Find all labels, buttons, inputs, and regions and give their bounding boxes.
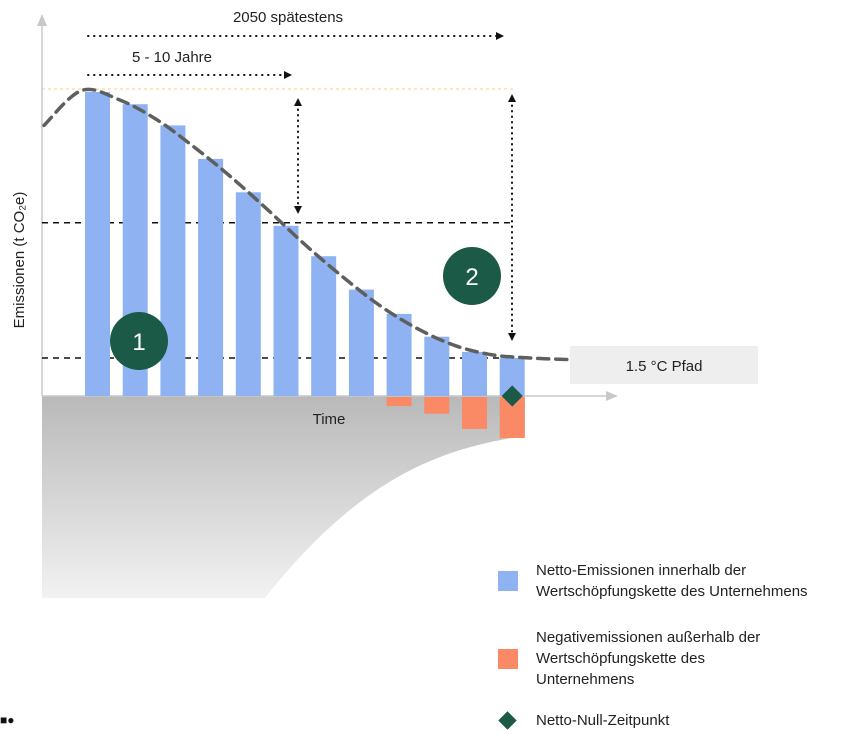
negative-emissions-area — [42, 396, 525, 598]
legend-item-net-emissions: Netto-Emissionen innerhalb der Wertschöp… — [498, 560, 866, 604]
corner-mark: ■● — [0, 713, 15, 727]
y-axis-arrow — [37, 14, 47, 26]
legend-swatch-net-zero — [498, 711, 517, 730]
net-emissions-bar — [85, 92, 110, 396]
legend-item-negative-emissions: Negativemissionen außerhalb der Wertschö… — [498, 627, 866, 691]
net-emissions-bar — [348, 289, 374, 396]
net-emissions-bar — [235, 192, 261, 396]
legend-label-net-zero: Netto-Null-Zeitpunkt — [536, 712, 670, 729]
y-axis-label: Emissionen (t CO₂e) — [11, 192, 28, 329]
net-emissions-bar — [386, 313, 412, 396]
x-axis-label: Time — [313, 411, 346, 428]
legend-label-net-emissions: Netto-Emissionen innerhalb der Wertschöp… — [536, 562, 808, 600]
net-emissions-bar — [311, 256, 337, 396]
net-emissions-bar — [198, 158, 224, 396]
marker-2-circle — [443, 247, 501, 305]
short-term-label: 5 - 10 Jahre — [132, 49, 212, 66]
negative-emissions-bar — [424, 397, 450, 414]
negative-bar-series — [386, 397, 525, 438]
net-emissions-bar — [462, 351, 487, 396]
negative-emissions-bar — [462, 397, 487, 429]
net-emissions-bar — [424, 336, 450, 396]
marker-1-circle — [110, 312, 168, 370]
pathway-line — [42, 87, 570, 362]
legend-swatch-negative-emissions — [498, 649, 518, 669]
negative-emissions-bar — [386, 397, 412, 407]
legend-swatch-net-emissions — [498, 571, 518, 591]
legend-item-net-zero: Netto-Null-Zeitpunkt — [498, 710, 866, 732]
marker-2-label: 2 — [465, 264, 478, 291]
legend-label-negative-emissions: Negativemissionen außerhalb der Wertschö… — [536, 629, 761, 688]
bar-series — [85, 92, 525, 397]
long-term-label: 2050 spätestens — [233, 9, 343, 26]
marker-1-label: 1 — [132, 329, 145, 356]
net-emissions-bar — [273, 225, 299, 396]
pathway-label: 1.5 °C Pfad — [626, 358, 703, 375]
x-axis-arrow — [606, 391, 618, 401]
pathway-label-box — [570, 346, 758, 384]
